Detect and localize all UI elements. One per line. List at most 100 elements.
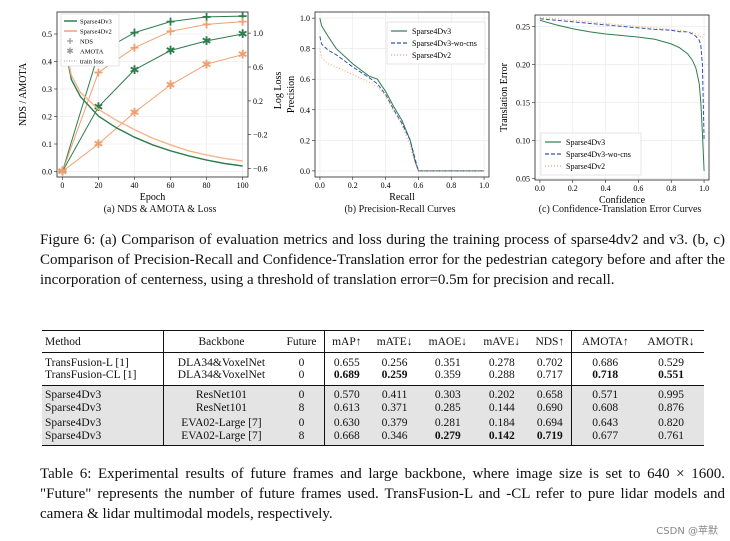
data-point: ✱ — [93, 137, 103, 151]
legend-label: Sparse4Dv2 — [412, 51, 451, 60]
table-cell: 0.551 — [658, 369, 684, 381]
table-cell: 0.718 — [592, 369, 619, 381]
series-line — [61, 33, 243, 172]
table-cell: Sparse4Dv3 — [42, 385, 164, 401]
y-tick-label: 1.0 — [300, 14, 310, 23]
series-line — [61, 21, 243, 172]
series-line — [539, 18, 705, 141]
table-cell: 0.702 — [528, 352, 573, 369]
x-tick-label: 0 — [60, 181, 64, 190]
legend-label: Sparse4Dv3-wo-cns — [412, 39, 477, 48]
legend-box — [60, 13, 120, 67]
legend-label: Sparse4Dv2 — [566, 162, 605, 171]
chart-b-plot: 0.0 0.2 0.4 0.6 0.8 1.0 0.0 0.2 0.4 0.6 0.8 1.0 Reca… — [286, 11, 490, 203]
table-cell: 8 — [279, 430, 325, 446]
table-cell: 0.689 — [333, 369, 360, 381]
table-cell: 0.690 — [528, 401, 573, 416]
y-tick-label: 0.1 — [42, 140, 52, 149]
chart-a: 0 20 40 60 80 100 0.0 0.1 0.2 0.3 0.4 0.5 1.0 0.6 0.2 −… — [18, 11, 284, 203]
x-axis-label: Confidence — [599, 195, 646, 205]
data-point: ✱ — [202, 57, 212, 71]
x-tick-label: 0.0 — [315, 181, 325, 190]
table-cell: Sparse4Dv3 — [42, 430, 164, 446]
data-point — [202, 20, 211, 29]
header-maoe: mAOE↓ — [428, 335, 468, 348]
chart-a-plot: 0 20 40 60 80 100 0.0 0.1 0.2 0.3 0.4 0.5 1.0 0.6 0.2 −… — [18, 11, 284, 203]
table-cell: 0.288 — [488, 369, 515, 381]
table-cell: TransFusion-CL [1] — [42, 369, 164, 386]
y-tick-label: 0.4 — [42, 58, 52, 67]
data-point: ✱ — [202, 34, 212, 48]
series-line — [61, 33, 243, 167]
table-cell: 0.202 — [488, 389, 515, 401]
table-cell: 0.668 — [333, 430, 360, 442]
y2-tick-label: 1.0 — [253, 29, 263, 38]
chart-b-caption: (b) Precision-Recall Curves — [344, 204, 456, 215]
table-cell: DLA34&VoxelNet — [177, 357, 266, 369]
y-axis-label: Precision — [286, 76, 297, 113]
data-point: ✱ — [238, 27, 248, 41]
header-backbone: Backbone — [198, 335, 245, 348]
legend-label: Sparse4Dv3 — [412, 27, 451, 36]
y-tick-label: 0.20 — [516, 60, 530, 69]
y-tick-label: 0.0 — [300, 167, 310, 176]
header-nds: NDS↑ — [528, 330, 573, 353]
data-point — [238, 17, 247, 26]
table-row: TransFusion-L [1] DLA34&VoxelNet 0 0.655 0.2… — [42, 352, 704, 369]
y-tick-label: 0.2 — [300, 136, 310, 145]
table-cell: Sparse4Dv3 — [42, 415, 164, 430]
table-cell: 0.571 — [592, 389, 619, 401]
plot-frame — [56, 11, 249, 178]
y2-tick-label: 0.6 — [253, 63, 263, 72]
table-cell: 0.995 — [658, 389, 684, 401]
table-cell: 0.346 — [381, 430, 408, 442]
table-cell: 0.820 — [658, 416, 684, 429]
data-point — [130, 43, 139, 52]
table-cell: EVA02-Large [7] — [181, 416, 262, 429]
table-cell: 0.379 — [381, 416, 408, 429]
table-caption: Table 6: Experimental results of future … — [40, 466, 725, 522]
x-tick-label: 40 — [130, 181, 138, 190]
table-cell: 0.278 — [488, 357, 515, 369]
table-cell: 0.303 — [434, 389, 461, 401]
table-cell: EVA02-Large [7] — [181, 430, 262, 442]
data-point: ✱ — [129, 105, 139, 119]
series-line — [62, 54, 243, 172]
legend-label: Sparse4Dv3 — [566, 138, 605, 147]
table-cell: 0.876 — [658, 402, 684, 415]
table-cell: 0.630 — [333, 416, 360, 429]
results-table: Method Backbone Future mAP↑ mATE↓ mAOE↓ … — [42, 330, 704, 446]
table-cell: 0.142 — [488, 430, 515, 442]
table-cell: 0.529 — [658, 357, 684, 369]
y-tick-label: 0.05 — [516, 174, 530, 183]
table-cell: 0.279 — [434, 430, 461, 442]
table-cell: 0.694 — [528, 415, 573, 430]
y-tick-label: 0.25 — [516, 22, 530, 31]
data-point — [130, 28, 139, 37]
plot-frame — [534, 14, 710, 181]
x-tick-label: 20 — [94, 181, 102, 190]
table-row: Sparse4Dv3 ResNet101 8 0.613 0.371 0.285 0.144… — [42, 401, 704, 416]
x-tick-label: 0.4 — [381, 181, 391, 190]
table-row: TransFusion-CL [1] DLA34&VoxelNet 0 0.689 0.… — [42, 369, 704, 386]
x-tick-label: 0.6 — [413, 181, 423, 190]
table-cell: 0.359 — [434, 369, 461, 381]
y-tick-label: 0.8 — [300, 45, 310, 54]
watermark: CSDN @苹默 — [656, 526, 718, 537]
plot-frame — [314, 11, 490, 178]
y-tick-label: 0.5 — [42, 30, 52, 39]
y2-axis-label: Log Loss — [273, 72, 284, 110]
data-point: ✱ — [165, 78, 175, 92]
legend-label: Sparse4Dv3 — [80, 19, 112, 26]
chart-c: 0.0 0.2 0.4 0.6 0.8 1.0 0.05 0.10 0.15 0.20 0.25 Co… — [499, 14, 710, 205]
legend-label: train loss — [80, 59, 104, 66]
x-tick-label: 0.8 — [446, 181, 456, 190]
x-tick-label: 1.0 — [699, 184, 709, 193]
table-row: Sparse4Dv3 EVA02-Large [7] 0 0.630 0.379 0.28… — [42, 415, 704, 430]
y-tick-label: 0.4 — [300, 106, 310, 115]
table-cell: ResNet101 — [195, 402, 247, 415]
table-cell: 0.658 — [528, 385, 573, 401]
table-cell: DLA34&VoxelNet — [177, 369, 266, 381]
table-cell: 0.411 — [381, 389, 408, 401]
chart-b: 0.0 0.2 0.4 0.6 0.8 1.0 0.0 0.2 0.4 0.6 0.8 1.0 Reca… — [286, 11, 490, 203]
